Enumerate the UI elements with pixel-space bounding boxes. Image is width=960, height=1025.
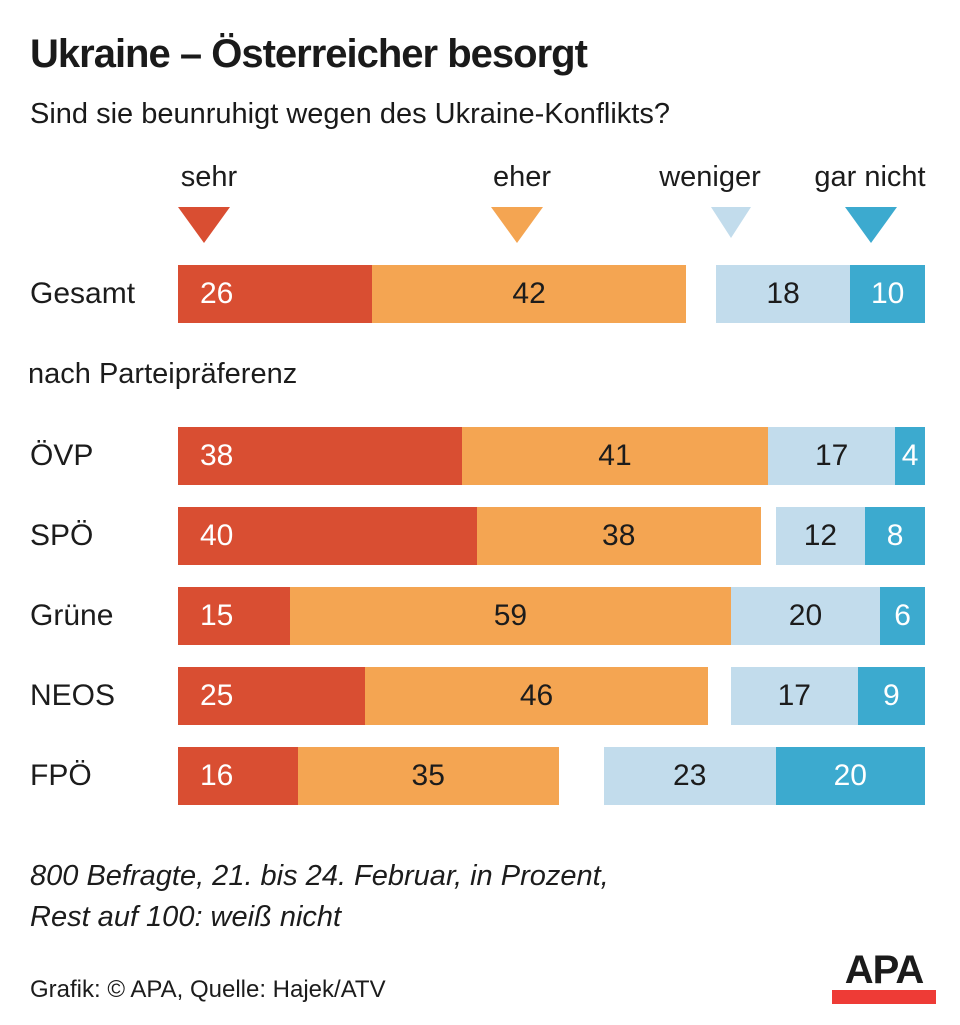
bar-segment-eher: 59 bbox=[290, 587, 731, 645]
bar-segment-sehr: 15 bbox=[178, 587, 291, 645]
bar-value: 6 bbox=[894, 599, 911, 632]
bar-group-left: 25 46 bbox=[178, 667, 709, 725]
bar-segment-eher: 46 bbox=[364, 667, 709, 725]
bar-segment-gar-nicht: 4 bbox=[895, 427, 925, 485]
bar-segment-eher: 42 bbox=[372, 265, 686, 323]
stacked-bar-neos: 25 46 17 9 bbox=[178, 667, 925, 725]
legend-label-gar-nicht: gar nicht bbox=[814, 161, 926, 193]
bar-value: 17 bbox=[777, 679, 811, 712]
stacked-bar-oevp: 38 41 17 4 bbox=[178, 427, 925, 485]
bar-segment-eher: 41 bbox=[461, 427, 769, 485]
stacked-bar-gesamt: 26 42 18 10 bbox=[178, 265, 925, 323]
footnote: 800 Befragte, 21. bis 24. Februar, in Pr… bbox=[30, 856, 609, 938]
bar-value: 17 bbox=[814, 439, 849, 472]
stacked-bar-spoe: 40 38 12 8 bbox=[178, 507, 925, 565]
footnote-line-1: 800 Befragte, 21. bis 24. Februar, in Pr… bbox=[30, 860, 609, 892]
credit-line: Grafik: © APA, Quelle: Hajek/ATV bbox=[30, 976, 386, 1003]
bar-segment-sehr: 16 bbox=[178, 747, 298, 805]
bar-segment-weniger: 23 bbox=[603, 747, 776, 805]
bar-segment-gar-nicht: 6 bbox=[880, 587, 925, 645]
bar-group-right: 18 10 bbox=[715, 265, 925, 323]
bar-segment-gar-nicht: 10 bbox=[850, 265, 925, 323]
bar-segment-gar-nicht: 8 bbox=[865, 507, 925, 565]
bar-value: 38 bbox=[602, 519, 636, 552]
bar-segment-weniger: 17 bbox=[768, 427, 896, 485]
row-label-gesamt: Gesamt bbox=[30, 277, 136, 310]
bar-value: 41 bbox=[598, 439, 632, 472]
bar-segment-sehr: 38 bbox=[178, 427, 462, 485]
bar-value: 26 bbox=[200, 277, 234, 310]
triangle-down-icon-eher bbox=[491, 207, 543, 243]
bar-value: 59 bbox=[493, 599, 528, 632]
legend-label-weniger: weniger bbox=[659, 161, 761, 193]
bar-segment-weniger: 18 bbox=[715, 265, 851, 323]
bar-value: 9 bbox=[883, 679, 900, 712]
bar-value: 8 bbox=[886, 519, 904, 552]
bar-segment-sehr: 25 bbox=[178, 667, 365, 725]
bar-group-left: 40 38 bbox=[178, 507, 761, 565]
party-rows: ÖVP 38 41 17 4 SPÖ 40 38 12 bbox=[0, 427, 960, 827]
bar-row-oevp: ÖVP 38 41 17 4 bbox=[0, 427, 960, 485]
bar-value: 15 bbox=[200, 599, 234, 632]
bar-row-spoe: SPÖ 40 38 12 8 bbox=[0, 507, 960, 565]
survey-question: Sind sie beunruhigt wegen des Ukraine-Ko… bbox=[30, 98, 670, 130]
bar-row-gesamt: Gesamt 26 42 18 10 bbox=[0, 265, 960, 323]
bar-group-right: 17 9 bbox=[730, 667, 925, 725]
bar-value: 25 bbox=[200, 679, 234, 712]
section-label: nach Parteipräferenz bbox=[28, 358, 298, 390]
bar-row-neos: NEOS 25 46 17 9 bbox=[0, 667, 960, 725]
bar-segment-sehr: 26 bbox=[178, 265, 373, 323]
bar-group-right: 12 8 bbox=[775, 507, 925, 565]
bar-segment-weniger: 20 bbox=[730, 587, 881, 645]
row-label-neos: NEOS bbox=[30, 679, 116, 712]
bar-group-left: 16 35 bbox=[178, 747, 559, 805]
bar-segment-gar-nicht: 9 bbox=[857, 667, 925, 725]
bar-row-fpoe: FPÖ 16 35 23 20 bbox=[0, 747, 960, 805]
bar-segment-weniger: 12 bbox=[775, 507, 866, 565]
bar-segment-weniger: 17 bbox=[730, 667, 858, 725]
bar-value: 10 bbox=[870, 277, 905, 310]
legend-label-eher: eher bbox=[492, 161, 552, 193]
footnote-line-2: Rest auf 100: weiß nicht bbox=[30, 901, 342, 933]
bar-value: 35 bbox=[411, 759, 445, 792]
bar-value: 23 bbox=[673, 759, 707, 792]
bar-group-left: 26 42 bbox=[178, 265, 686, 323]
triangle-down-icon-gar-nicht bbox=[845, 207, 897, 243]
stacked-bar-fpoe: 16 35 23 20 bbox=[178, 747, 925, 805]
bar-value: 16 bbox=[200, 759, 234, 792]
row-label-gruene: Grüne bbox=[30, 599, 114, 632]
triangle-down-icon-sehr bbox=[178, 207, 230, 243]
legend-label-sehr: sehr bbox=[180, 161, 238, 193]
bar-value: 40 bbox=[200, 519, 234, 552]
bar-group-right: 20 6 bbox=[730, 587, 925, 645]
bar-row-gruene: Grüne 15 59 20 6 bbox=[0, 587, 960, 645]
bar-group-left: 15 59 bbox=[178, 587, 731, 645]
bar-value: 4 bbox=[901, 439, 919, 472]
bar-value: 12 bbox=[803, 519, 838, 552]
bar-value: 46 bbox=[519, 679, 554, 712]
bar-value: 42 bbox=[512, 277, 546, 310]
apa-logo-red-bar bbox=[832, 990, 936, 1004]
row-label-oevp: ÖVP bbox=[30, 439, 94, 472]
bar-value: 38 bbox=[200, 439, 234, 472]
bar-group-right: 17 4 bbox=[768, 427, 925, 485]
apa-logo-text: APA bbox=[844, 948, 924, 992]
bar-value: 18 bbox=[766, 277, 800, 310]
stacked-bar-gruene: 15 59 20 6 bbox=[178, 587, 925, 645]
page-title: Ukraine – Österreicher besorgt bbox=[30, 32, 588, 76]
triangle-down-icon-weniger bbox=[711, 207, 751, 238]
bar-value: 20 bbox=[833, 759, 867, 792]
row-label-spoe: SPÖ bbox=[30, 519, 94, 552]
bar-value: 20 bbox=[788, 599, 823, 632]
bar-segment-eher: 38 bbox=[476, 507, 761, 565]
apa-logo: APA bbox=[832, 950, 936, 1004]
bar-group-left: 38 41 bbox=[178, 427, 769, 485]
bar-segment-gar-nicht: 20 bbox=[775, 747, 925, 805]
bar-segment-sehr: 40 bbox=[178, 507, 477, 565]
row-label-fpoe: FPÖ bbox=[30, 759, 92, 792]
bar-segment-eher: 35 bbox=[297, 747, 559, 805]
bar-group-right: 23 20 bbox=[603, 747, 925, 805]
